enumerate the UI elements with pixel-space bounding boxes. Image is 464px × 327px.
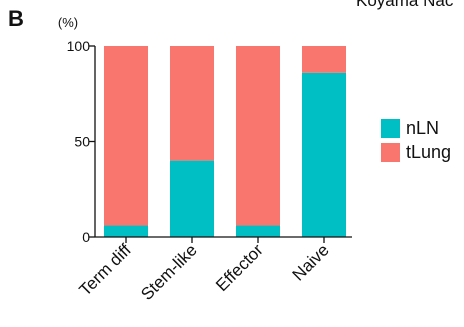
panel-letter: B [8,6,24,31]
legend-label-tLung: tLung [406,141,452,162]
x-tick-label-2: Effector [212,240,267,295]
bar-nLN-2 [236,225,280,237]
x-tick-label-3: Naive [289,240,333,284]
legend-swatch-tLung [381,142,400,162]
x-tick-label-0: Term diff [76,240,136,300]
y-tick-label-1: 50 [74,134,90,150]
legend-swatch-nLN [381,118,400,138]
bar-tLung-3 [302,46,346,73]
y-axis-label: (%) [58,15,78,30]
legend: nLN tLung [381,116,451,164]
bar-tLung-2 [236,46,280,226]
x-tick-label-1: Stem-like [137,240,201,304]
legend-label-nLN: nLN [406,117,440,138]
author-header-text: Koyama Nac [356,0,454,10]
y-tick-label-2: 100 [67,38,91,54]
bar-tLung-1 [170,46,214,161]
legend-item-nLN: nLN [381,116,451,140]
legend-item-tLung: tLung [381,140,451,164]
bar-nLN-1 [170,160,214,237]
bar-nLN-0 [104,225,148,237]
y-tick-label-0: 0 [82,229,90,245]
bar-nLN-3 [302,72,346,238]
bar-tLung-0 [104,46,148,226]
